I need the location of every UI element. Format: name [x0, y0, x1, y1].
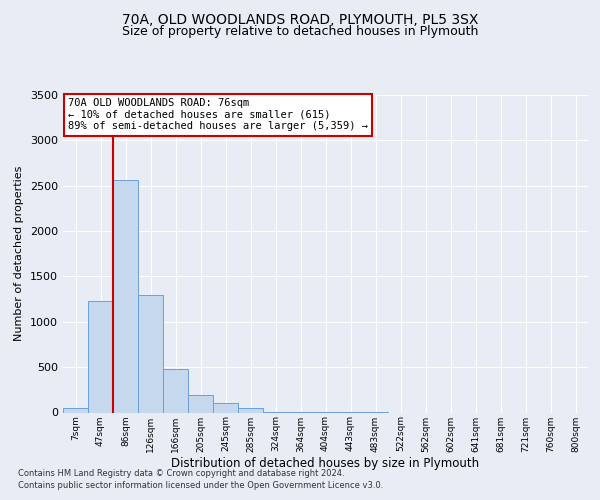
Bar [238, 408, 263, 412]
Bar [188, 396, 213, 412]
X-axis label: Distribution of detached houses by size in Plymouth: Distribution of detached houses by size … [172, 457, 479, 470]
Text: Size of property relative to detached houses in Plymouth: Size of property relative to detached ho… [122, 24, 478, 38]
Text: Contains public sector information licensed under the Open Government Licence v3: Contains public sector information licen… [18, 480, 383, 490]
Bar [163, 369, 188, 412]
Text: 70A OLD WOODLANDS ROAD: 76sqm
← 10% of detached houses are smaller (615)
89% of : 70A OLD WOODLANDS ROAD: 76sqm ← 10% of d… [68, 98, 368, 132]
Text: 70A, OLD WOODLANDS ROAD, PLYMOUTH, PL5 3SX: 70A, OLD WOODLANDS ROAD, PLYMOUTH, PL5 3… [122, 13, 478, 27]
Bar [88, 302, 113, 412]
Bar [213, 404, 238, 412]
Bar [138, 296, 163, 412]
Y-axis label: Number of detached properties: Number of detached properties [14, 166, 25, 342]
Bar [63, 408, 88, 412]
Bar [113, 180, 138, 412]
Text: Contains HM Land Registry data © Crown copyright and database right 2024.: Contains HM Land Registry data © Crown c… [18, 470, 344, 478]
